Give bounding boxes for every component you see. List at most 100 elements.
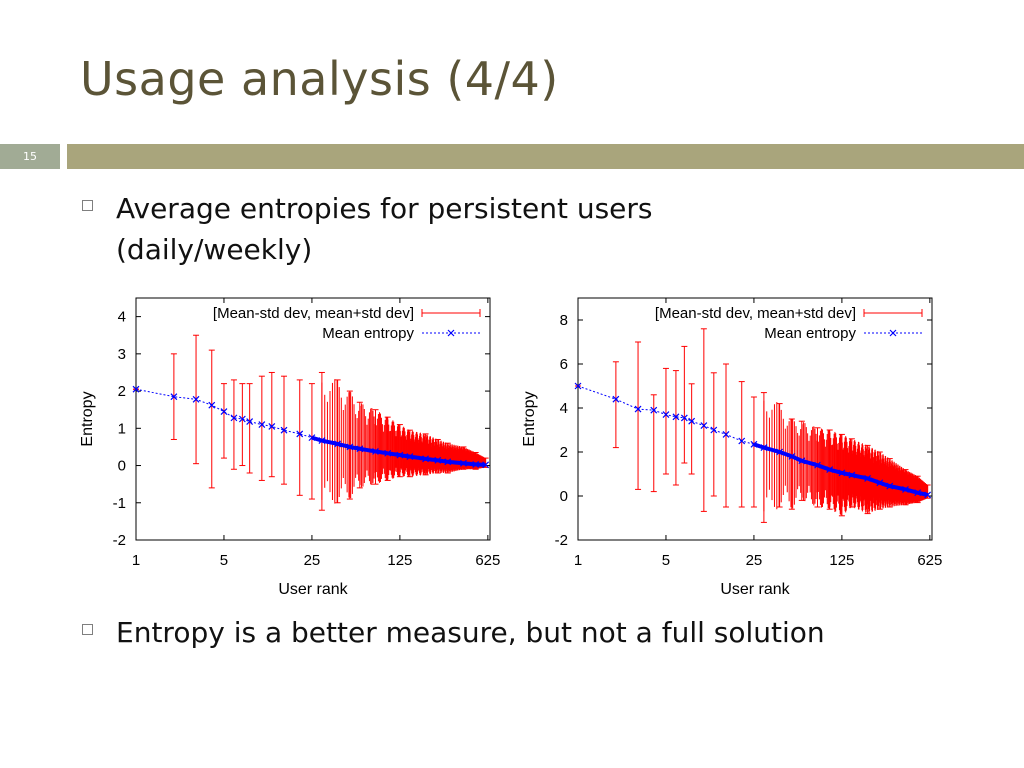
daily-entropy-chart: 4 3 2 1 0 -1 -2 1 5 25 125 625 User rank Entropy [Mean… [72, 288, 512, 608]
mean-marker [650, 406, 658, 414]
y-tick-label: 2 [118, 383, 126, 400]
mean-marker [864, 474, 872, 482]
mean-marker [208, 401, 216, 409]
mean-marker [924, 491, 932, 499]
plot-frame [577, 297, 933, 541]
chart-legend: [Mean-std dev, mean+std dev] Mean entropy [655, 305, 923, 342]
legend-label-errorbar: [Mean-std dev, mean+std dev] [213, 305, 414, 322]
bullet-square-icon [82, 624, 93, 635]
mean-marker [384, 449, 392, 457]
mean-marker [700, 422, 708, 430]
error-bar-band [763, 400, 929, 516]
x-tick-label: 625 [917, 552, 942, 569]
y-tick-label: -2 [113, 532, 126, 549]
mean-marker [318, 437, 326, 445]
mean-marker [914, 489, 922, 497]
mean-marker [192, 395, 200, 403]
legend-mean-marker [447, 329, 455, 337]
mean-marker [798, 457, 806, 465]
mean-marker [688, 417, 696, 425]
chart-svg: 8 6 4 2 0 -2 1 5 25 125 625 User rank Entropy [Mean-s… [521, 297, 942, 598]
mean-marker [826, 466, 834, 474]
y-tick-label: 0 [118, 458, 126, 475]
mean-marker [710, 426, 718, 434]
x-axis-label: User rank [720, 581, 790, 598]
mean-marker [760, 444, 768, 452]
x-tick-label: 25 [746, 552, 763, 569]
mean-marker [434, 456, 442, 464]
mean-marker [876, 479, 884, 487]
slide-number: 15 [0, 144, 60, 169]
x-tick-label: 1 [132, 552, 140, 569]
y-tick-label: 2 [560, 444, 568, 461]
mean-marker [268, 423, 276, 430]
mean-marker [406, 453, 414, 461]
plot-frame [135, 297, 491, 541]
mean-marker [680, 414, 688, 422]
mean-marker [472, 460, 480, 468]
mean-marker [308, 434, 316, 442]
bullet-square-icon [82, 200, 93, 211]
mean-marker [372, 447, 379, 455]
x-tick-label: 125 [387, 552, 412, 569]
y-axis-label: Entropy [79, 391, 96, 446]
mean-marker [460, 459, 467, 467]
x-axis-label: User rank [278, 581, 348, 598]
y-tick-label: -2 [555, 532, 568, 549]
mean-marker [886, 482, 894, 490]
mean-marker [280, 426, 288, 434]
legend-label-errorbar: [Mean-std dev, mean+std dev] [655, 305, 856, 322]
mean-marker [238, 415, 246, 423]
y-tick-label: 6 [560, 356, 568, 373]
mean-marker [814, 461, 821, 469]
bullet-item: Entropy is a better measure, but not a f… [82, 612, 942, 653]
mean-marker [444, 458, 452, 466]
bullet-item: Average entropies for persistent users (… [82, 188, 782, 270]
error-bar-band [321, 379, 487, 504]
mean-marker [422, 455, 430, 463]
y-tick-label: -1 [113, 495, 126, 512]
x-tick-label: 5 [220, 552, 228, 569]
weekly-entropy-chart: 8 6 4 2 0 -2 1 5 25 125 625 User rank Entropy [Mean-s… [514, 288, 954, 608]
mean-marker [356, 445, 364, 453]
x-tick-label: 25 [304, 552, 321, 569]
mean-marker [230, 414, 238, 422]
bullet-text: Average entropies for persistent users (… [116, 192, 653, 266]
mean-marker [838, 469, 846, 477]
y-tick-label: 0 [560, 488, 568, 505]
slide-title: Usage analysis (4/4) [80, 52, 559, 106]
mean-marker [396, 451, 404, 459]
mean-marker [574, 382, 582, 390]
x-tick-label: 125 [829, 552, 854, 569]
mean-marker [346, 443, 354, 451]
mean-marker [662, 411, 670, 419]
y-tick-label: 3 [118, 346, 126, 363]
bullet-text: Entropy is a better measure, but not a f… [116, 616, 825, 649]
legend-label-mean: Mean entropy [764, 325, 856, 342]
mean-marker [738, 437, 746, 445]
error-bars [133, 334, 489, 511]
mean-marker [776, 448, 784, 456]
y-tick-label: 4 [118, 309, 126, 326]
mean-marker [296, 430, 304, 438]
y-axis-label: Entropy [521, 391, 538, 446]
mean-marker [788, 452, 796, 460]
x-tick-label: 1 [574, 552, 582, 569]
mean-marker [482, 461, 490, 469]
title-underline-bar [67, 144, 1024, 169]
mean-marker [722, 430, 730, 438]
mean-marker [258, 421, 266, 429]
legend-label-mean: Mean entropy [322, 325, 414, 342]
mean-marker [612, 395, 620, 403]
y-tick-label: 8 [560, 312, 568, 329]
y-tick-label: 1 [118, 420, 126, 437]
mean-marker [634, 405, 642, 413]
mean-marker [750, 440, 758, 448]
x-tick-label: 5 [662, 552, 670, 569]
chart-legend: [Mean-std dev, mean+std dev] Mean entropy [213, 305, 481, 342]
mean-marker [334, 440, 342, 448]
mean-marker [848, 471, 856, 479]
mean-marker [902, 485, 909, 493]
x-tick-label: 625 [475, 552, 500, 569]
mean-marker [132, 385, 140, 393]
